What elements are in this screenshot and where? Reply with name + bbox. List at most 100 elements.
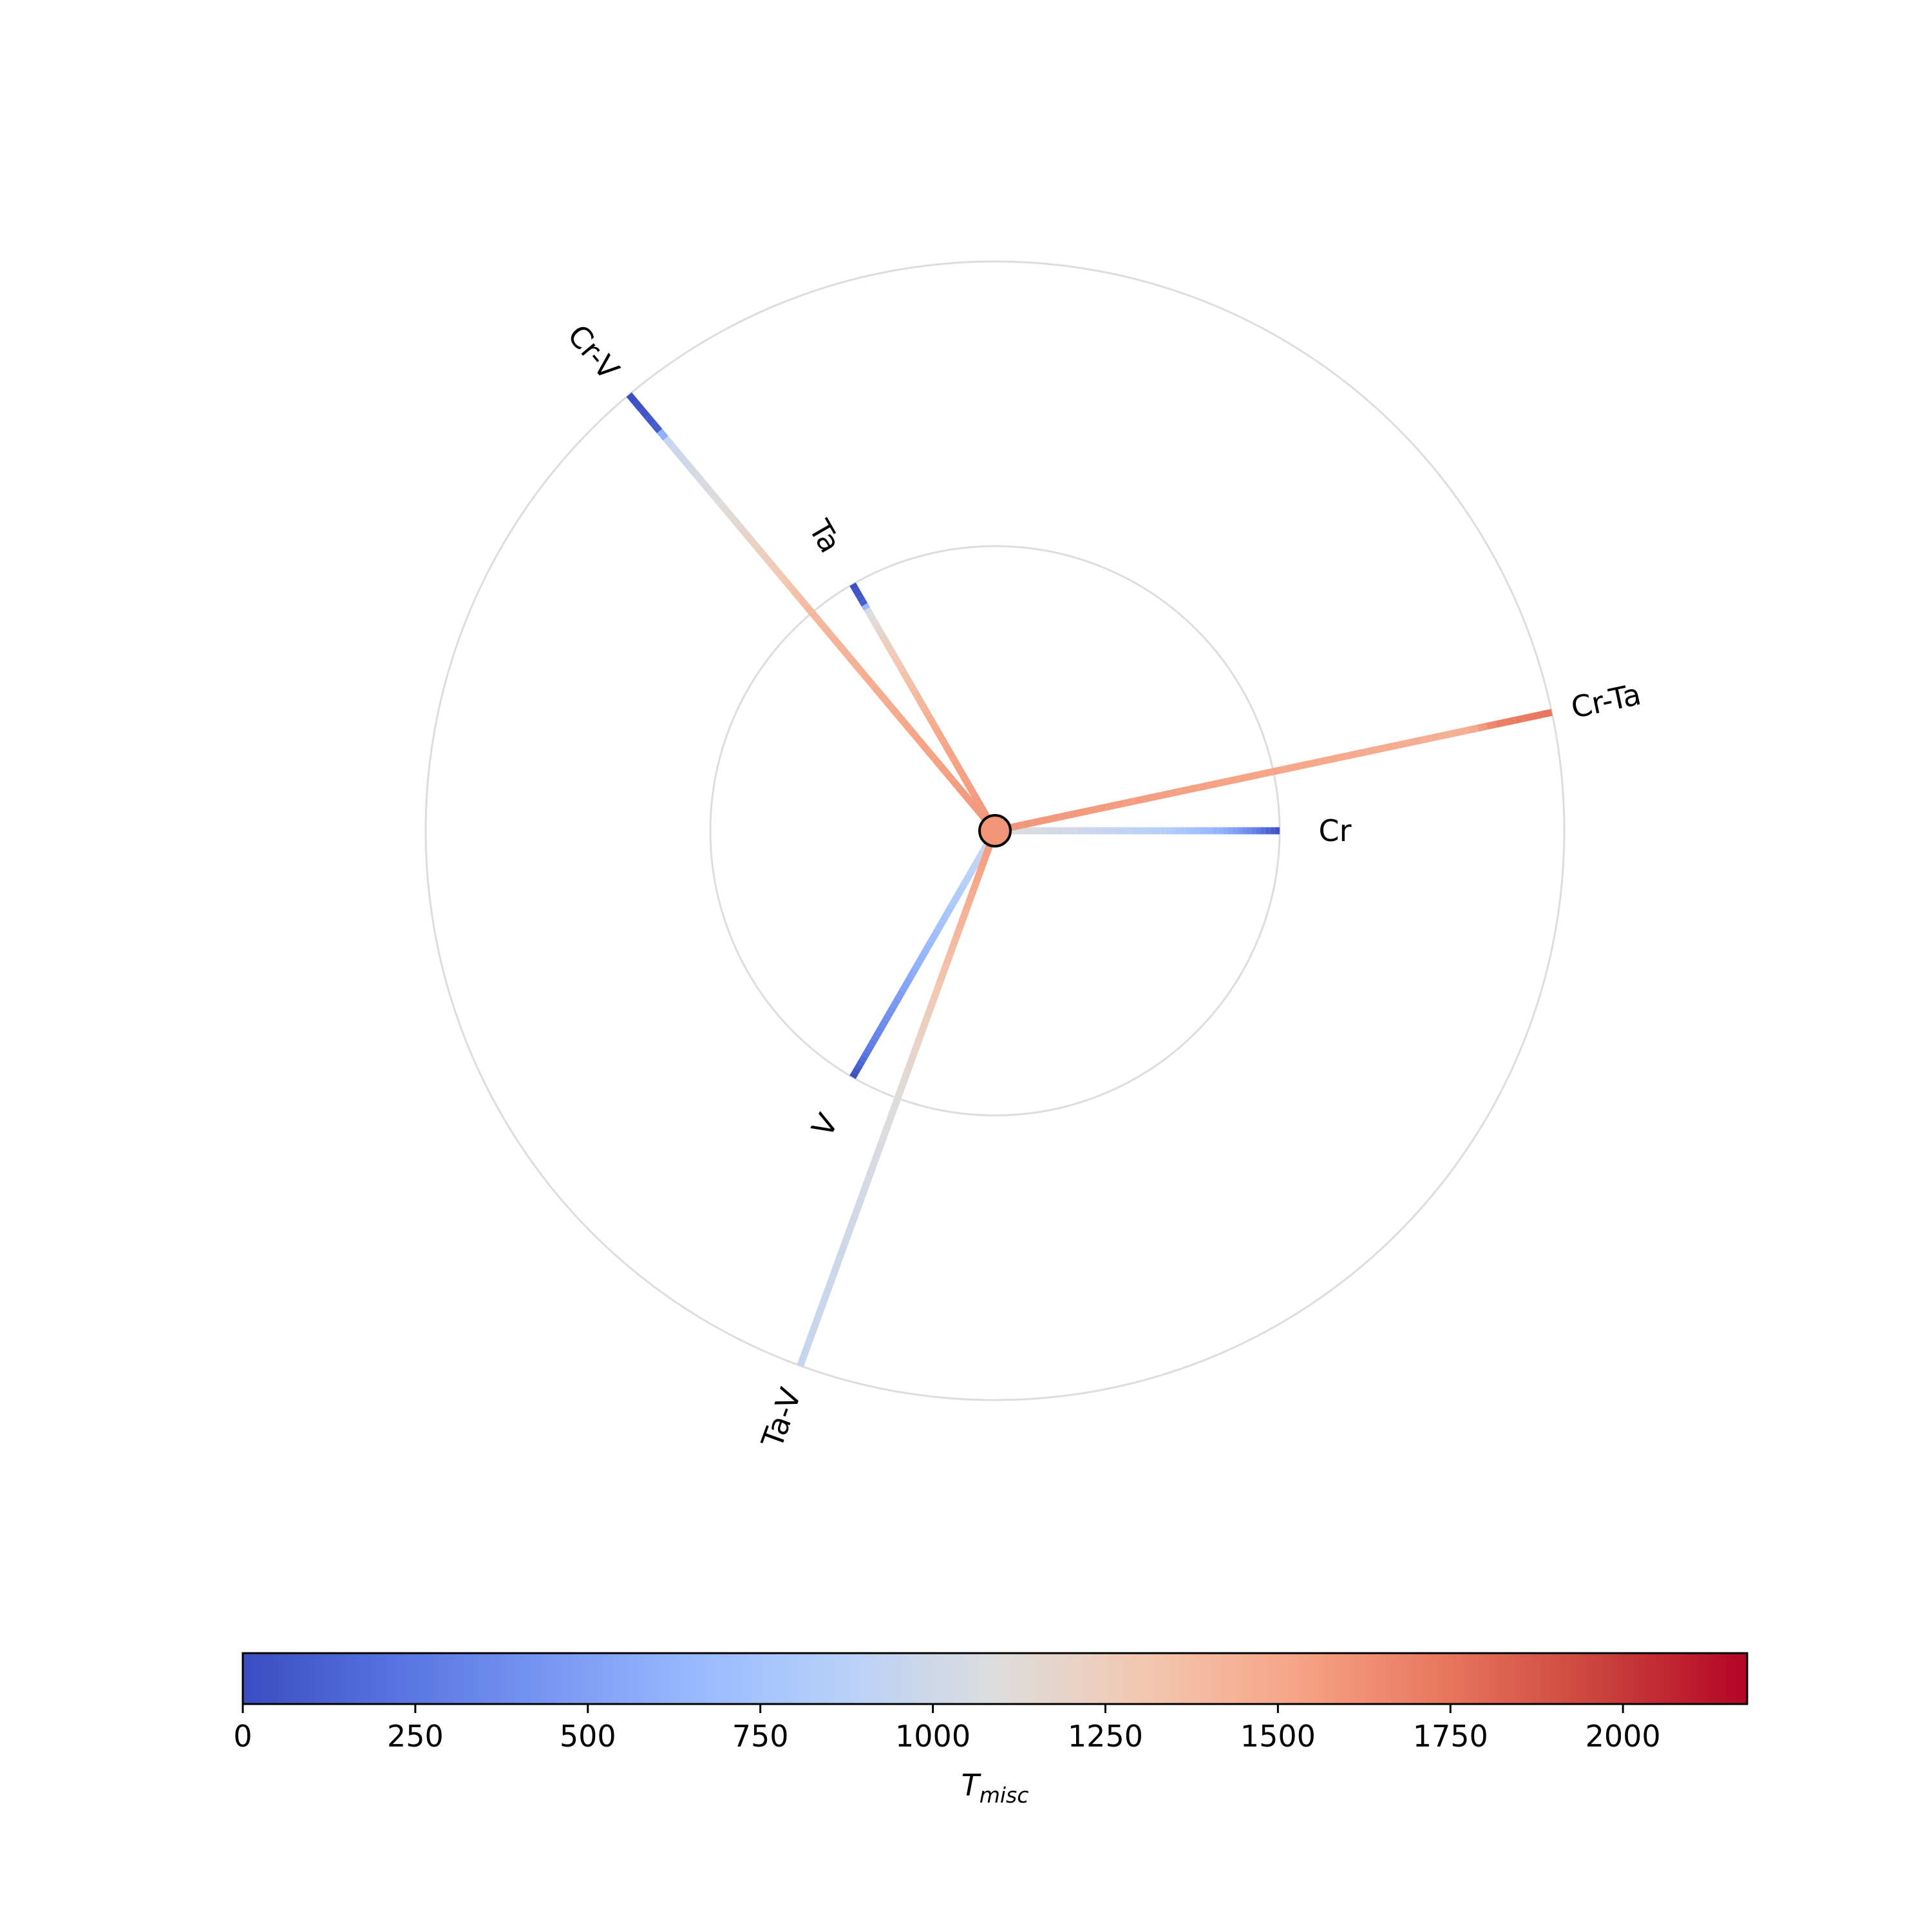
- spoke-segment: [1273, 766, 1283, 775]
- spoke-segment: [887, 648, 896, 656]
- spoke-segment: [1198, 782, 1209, 791]
- spoke-segment: [934, 730, 944, 739]
- spoke-segment: [803, 1338, 813, 1349]
- spoke-segment: [1338, 752, 1349, 762]
- spoke-segment: [854, 1063, 863, 1071]
- spoke-segment: [906, 972, 915, 981]
- spoke-segment: [854, 591, 863, 599]
- spoke-segment: [822, 1284, 833, 1296]
- spoke-label: Ta-V: [754, 1383, 808, 1453]
- spoke-segment: [663, 435, 675, 448]
- spoke-segment: [940, 963, 950, 975]
- spoke-segment: [815, 618, 828, 630]
- spoke-segment: [1244, 772, 1256, 781]
- spoke-segment: [1012, 821, 1024, 831]
- spoke-segment: [1402, 738, 1414, 748]
- spoke-segment: [916, 1025, 927, 1037]
- spoke-segment: [892, 656, 901, 665]
- spoke-segment: [934, 923, 944, 931]
- spoke-segment: [1040, 815, 1052, 825]
- spoke-segment: [846, 654, 858, 666]
- spoke-segment: [829, 1266, 840, 1278]
- spoke-segment: [813, 1311, 824, 1323]
- spoke-segment: [961, 775, 970, 784]
- spoke-segment: [910, 1043, 921, 1056]
- spoke-segment: [687, 465, 699, 477]
- spoke-segment: [895, 660, 904, 668]
- spoke-segment: [858, 1186, 869, 1198]
- grid-ring-2: [424, 260, 1566, 1401]
- spoke-segment: [937, 762, 949, 775]
- spoke-segment: [942, 911, 951, 919]
- spoke-segment: [949, 898, 958, 907]
- spoke-segment: [1384, 742, 1395, 752]
- spoke-segment: [946, 945, 956, 957]
- spoke-segment: [920, 1016, 931, 1028]
- spoke-segment: [857, 1059, 866, 1067]
- spoke-segment: [1347, 750, 1358, 759]
- spoke-segment: [909, 685, 918, 693]
- spoke-segment: [923, 943, 932, 952]
- spoke-segment: [821, 625, 833, 637]
- spoke-label: Cr-Ta: [1568, 677, 1644, 726]
- spoke-segment: [930, 931, 939, 940]
- spoke-segment: [833, 639, 846, 652]
- spoke-segment: [936, 972, 947, 984]
- spoke-segment: [868, 1038, 877, 1046]
- spoke-segment: [800, 1347, 810, 1358]
- spoke-segment: [772, 567, 784, 579]
- colorbar-tick-label: 1750: [1413, 1719, 1488, 1754]
- spoke-segment: [1161, 790, 1172, 799]
- spoke-segment: [962, 900, 972, 913]
- spoke-segment: [968, 866, 977, 874]
- spoke-segment: [888, 705, 900, 717]
- spoke-segment: [871, 1034, 880, 1043]
- spoke-segment: [967, 799, 980, 811]
- spoke-segment: [1477, 723, 1488, 732]
- spoke-segment: [851, 661, 864, 674]
- spoke-segment: [861, 603, 870, 611]
- spoke-segment: [1300, 760, 1312, 770]
- spoke-segment: [681, 457, 693, 470]
- spoke-segment: [1374, 744, 1386, 753]
- spoke-segment: [1486, 721, 1497, 730]
- spoke-segment: [947, 903, 956, 911]
- spoke-segment: [963, 874, 972, 882]
- spoke-segment: [1282, 764, 1293, 773]
- spoke-segment: [873, 623, 882, 632]
- colorbar-title: Tmisc: [961, 1768, 1029, 1808]
- spoke-segment: [894, 1088, 905, 1100]
- spoke-segment: [904, 976, 913, 985]
- spoke-segment: [971, 791, 980, 800]
- spoke-segment: [730, 516, 742, 528]
- spoke-segment: [861, 1050, 870, 1059]
- spoke-segment: [1096, 803, 1108, 813]
- spoke-segment: [1208, 780, 1219, 789]
- spoke-segment: [963, 779, 972, 788]
- spoke-segment: [693, 472, 705, 484]
- spoke-segment: [951, 759, 960, 767]
- spoke-segment: [882, 697, 895, 710]
- spoke-segment: [650, 421, 663, 433]
- spoke-segment: [933, 927, 942, 936]
- spoke-segment: [626, 392, 638, 404]
- spoke-segment: [1050, 813, 1061, 823]
- spoke-segment: [717, 501, 730, 513]
- spoke-segment: [858, 668, 870, 681]
- spoke-segment: [875, 1026, 884, 1034]
- spoke-segment: [949, 777, 961, 790]
- spoke-segment: [828, 632, 839, 645]
- spoke-segment: [819, 1293, 830, 1305]
- spoke-segment: [816, 1302, 827, 1314]
- spoke-segment: [916, 956, 925, 964]
- spoke-segment: [925, 748, 937, 761]
- spoke-segment: [638, 406, 650, 419]
- spoke-segment: [965, 870, 974, 878]
- spoke-segment: [881, 1123, 891, 1135]
- spoke-segment: [904, 677, 913, 685]
- spoke-segment: [906, 681, 915, 689]
- spoke-segment: [849, 1071, 858, 1079]
- colorbar-tick-label: 250: [387, 1719, 444, 1754]
- spoke-segment: [871, 619, 880, 627]
